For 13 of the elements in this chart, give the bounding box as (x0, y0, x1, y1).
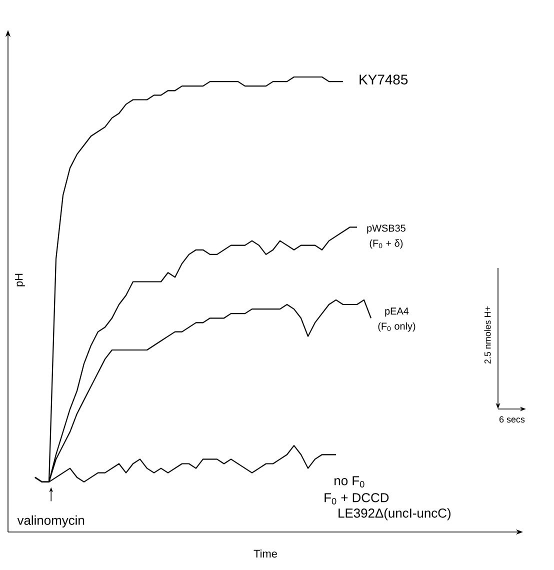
annotation: valinomycin (17, 515, 84, 528)
annotation: no F$_{0}$ (334, 476, 364, 488)
text: 6 secs (499, 416, 525, 423)
text: LE392Δ(uncI-uncC) (338, 508, 450, 520)
annotation: (F$_{0}$ + δ) (370, 239, 403, 249)
annotation: F$_{0}$ + DCCD (324, 493, 389, 504)
y-axis-title: pH (15, 274, 25, 286)
text: 2.5 nmoles H+ (484, 306, 491, 364)
series-label: KY7485 (360, 74, 408, 84)
series-label: pWSB35 (367, 224, 406, 234)
x-axis-title: Time (254, 550, 277, 558)
text: (F$_{0}$ only) (378, 322, 416, 332)
series-label: pEA4 (385, 308, 409, 317)
